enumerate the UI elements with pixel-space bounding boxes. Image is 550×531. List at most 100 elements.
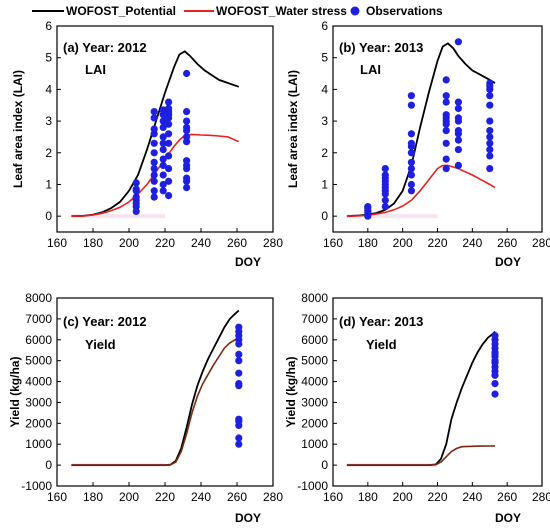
x-tick-label: 220 (155, 236, 175, 250)
x-axis-title: DOY (235, 255, 261, 269)
x-tick-label: 160 (323, 236, 343, 250)
baseline-band (346, 214, 438, 219)
variable-label: Yield (366, 337, 397, 352)
observation-point (407, 158, 415, 166)
y-tick-label: 6000 (25, 333, 52, 347)
panel-label: (a) Year: 2012 (63, 40, 147, 55)
y-tick-label: 5 (321, 51, 328, 65)
y-tick-label: 8000 (25, 291, 52, 305)
series-line-potential (71, 309, 240, 467)
x-tick-label: 200 (393, 236, 413, 250)
y-tick-label: 5 (45, 51, 52, 65)
y-tick-label: -1000 (297, 479, 328, 493)
x-tick-label: 240 (191, 236, 211, 250)
observation-point (159, 161, 167, 169)
observation-point (159, 106, 167, 114)
x-tick-label: 180 (83, 236, 103, 250)
observation-point (235, 380, 243, 388)
observation-point (235, 369, 243, 377)
x-tick-label: 160 (323, 490, 343, 504)
observation-point (165, 98, 173, 106)
observation-point (183, 117, 191, 125)
y-tick-label: 2000 (25, 416, 52, 430)
y-tick-label: 3 (321, 114, 328, 128)
observation-point (165, 104, 173, 112)
observation-point (159, 139, 167, 147)
observation-point (183, 108, 191, 116)
y-tick-label: 5000 (301, 354, 328, 368)
observation-point (235, 415, 243, 423)
x-tick-label: 280 (532, 490, 550, 504)
y-tick-label: 5000 (25, 354, 52, 368)
observation-point (183, 157, 191, 165)
y-tick-label: 0 (321, 458, 328, 472)
y-tick-label: 4000 (301, 375, 328, 389)
x-tick-label: 200 (393, 490, 413, 504)
series-line-water-stress (71, 337, 240, 466)
panel-c: 160 180 200 220 240 260 280 -1000 0 1000 2000 3000 4… (8, 291, 283, 525)
observation-point (407, 180, 415, 189)
observation-point (442, 92, 450, 100)
x-tick-label: 180 (358, 236, 378, 250)
observation-point (381, 165, 389, 173)
observation-point (150, 187, 158, 195)
observation-point (159, 155, 167, 163)
x-tick-label: 240 (191, 490, 211, 504)
observation-point (159, 171, 167, 179)
x-axis-title: DOY (235, 511, 261, 525)
observation-point (183, 123, 191, 131)
y-tick-label: 6000 (301, 333, 328, 347)
observation-point (381, 196, 389, 204)
x-tick-label: 280 (263, 490, 283, 504)
x-axis-title: DOY (495, 511, 521, 525)
observation-point (454, 127, 462, 135)
observation-point (407, 139, 415, 147)
x-tick-label: 220 (427, 490, 447, 504)
observation-point (454, 38, 462, 46)
x-axis-title: DOY (495, 255, 521, 269)
y-tick-label: 2 (45, 146, 52, 160)
y-axis-title: Yield (kg/ha) (284, 357, 298, 428)
y-tick-label: 7000 (25, 312, 52, 326)
observation-point (165, 130, 173, 138)
plot-frame (332, 25, 543, 233)
observation-point (442, 114, 450, 122)
observation-point (491, 380, 499, 388)
legend-water-stress-label: WOFOST_Water stress (216, 4, 347, 18)
legend: WOFOST_Potential WOFOST_Water stress Obs… (32, 4, 443, 18)
x-tick-label: 280 (263, 236, 283, 250)
observation-point (150, 177, 158, 185)
y-axis-title: Leaf area index (LAI) (286, 70, 300, 188)
observation-point (381, 171, 389, 179)
observation-point (159, 133, 167, 141)
series-line-water-stress (346, 164, 496, 217)
series-line-water-stress (346, 445, 496, 466)
observation-point (159, 123, 167, 131)
y-tick-label: 4 (45, 82, 52, 96)
x-tick-label: 260 (227, 236, 247, 250)
y-tick-label: 1 (45, 177, 52, 191)
observation-point (235, 357, 243, 365)
y-tick-label: 1000 (25, 437, 52, 451)
observation-point (150, 158, 158, 166)
y-tick-label: 2 (321, 146, 328, 160)
observation-point (442, 155, 450, 163)
observation-point (407, 92, 415, 100)
observation-point (486, 127, 494, 135)
y-axis-title: Leaf area index (LAI) (11, 70, 25, 188)
y-tick-label: 1000 (301, 437, 328, 451)
y-tick-label: 4000 (25, 375, 52, 389)
x-tick-label: 220 (155, 490, 175, 504)
observation-point (159, 180, 167, 189)
observation-point (454, 114, 462, 122)
y-tick-label: 6 (321, 19, 328, 33)
observation-point (183, 69, 191, 78)
observation-point (486, 165, 494, 173)
y-tick-label: 3000 (25, 395, 52, 409)
x-tick-label: 180 (358, 490, 378, 504)
x-tick-label: 280 (532, 236, 550, 250)
observation-point (407, 187, 415, 195)
observation-point (165, 165, 173, 173)
observation-point (486, 133, 494, 141)
